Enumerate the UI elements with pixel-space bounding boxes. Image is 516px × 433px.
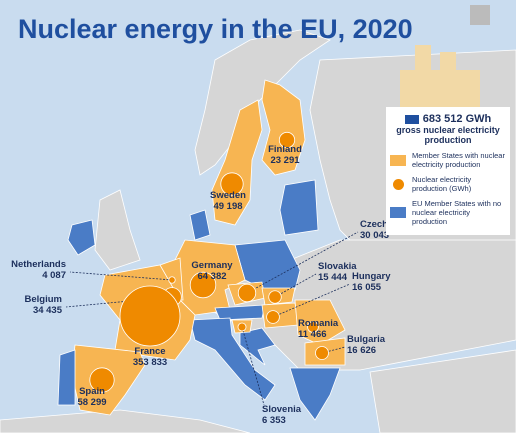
country-name: France (134, 346, 165, 357)
country-name: Sweden (210, 190, 246, 201)
country-value: 64 382 (197, 271, 226, 282)
production-bubble (189, 271, 217, 299)
country-value: 6 353 (262, 415, 286, 426)
total-block: 683 512 GWh gross nuclear electricity pr… (386, 113, 510, 145)
legend-item: Nuclear electricity production (GWh) (390, 175, 506, 193)
country-value: 23 291 (270, 155, 300, 166)
country-value: 15 444 (318, 272, 348, 283)
total: 683 512 GWh (386, 113, 510, 125)
production-bubble (220, 172, 244, 196)
legend-text: Member States with nuclear electricity p… (412, 151, 505, 169)
leader-line (69, 271, 173, 281)
country-name: Netherlands (11, 259, 66, 270)
country-name: Romania (298, 318, 339, 329)
leader-line (241, 326, 265, 406)
country-value: 30 043 (360, 230, 389, 241)
country-name: Slovenia (262, 404, 302, 415)
country-value: 11 466 (298, 329, 327, 340)
country-value: 49 198 (213, 201, 242, 212)
leader-line (246, 231, 359, 294)
country-value: 34 435 (33, 305, 63, 316)
country-value: 16 626 (347, 345, 376, 356)
legend-text: Nuclear electricity production (GWh) (412, 175, 472, 193)
production-bubble (168, 276, 176, 284)
production-bubble (315, 346, 329, 360)
total-value: 683 512 GWh (422, 113, 492, 125)
country-value: 16 055 (352, 282, 382, 293)
legend: 683 512 GWh gross nuclear electricity pr… (386, 107, 510, 235)
plant-icon (400, 45, 480, 107)
production-bubble (307, 321, 319, 333)
country-name: Germany (191, 260, 233, 271)
production-bubble (278, 131, 296, 149)
production-bubble (266, 310, 280, 324)
legend-item: Member States with nuclear electricity p… (390, 151, 506, 169)
production-bubble (89, 367, 115, 393)
country-value: 4 087 (42, 270, 66, 281)
country-name: Czechia (360, 219, 397, 230)
country-name: Hungary (352, 271, 391, 282)
legend-text: EU Member States with no nuclear electri… (412, 199, 502, 226)
country-name: Spain (79, 386, 105, 397)
country-value: 58 299 (77, 397, 106, 408)
country-value: 353 833 (133, 357, 167, 368)
country-name: Belgium (25, 294, 62, 305)
total-caption: gross nuclear electricity production (396, 125, 500, 145)
leader-line (274, 273, 317, 298)
title: Nuclear energy in the EU, 2020 (18, 14, 413, 44)
production-bubble (268, 290, 282, 304)
production-bubble (119, 285, 181, 347)
country-name: Slovakia (318, 261, 357, 272)
legend-item: EU Member States with no nuclear electri… (390, 199, 506, 226)
country-name: Bulgaria (347, 334, 386, 345)
production-bubble (237, 283, 257, 303)
country-name: Finland (268, 144, 302, 155)
production-bubble (237, 322, 247, 332)
expand-icon[interactable] (470, 5, 490, 25)
